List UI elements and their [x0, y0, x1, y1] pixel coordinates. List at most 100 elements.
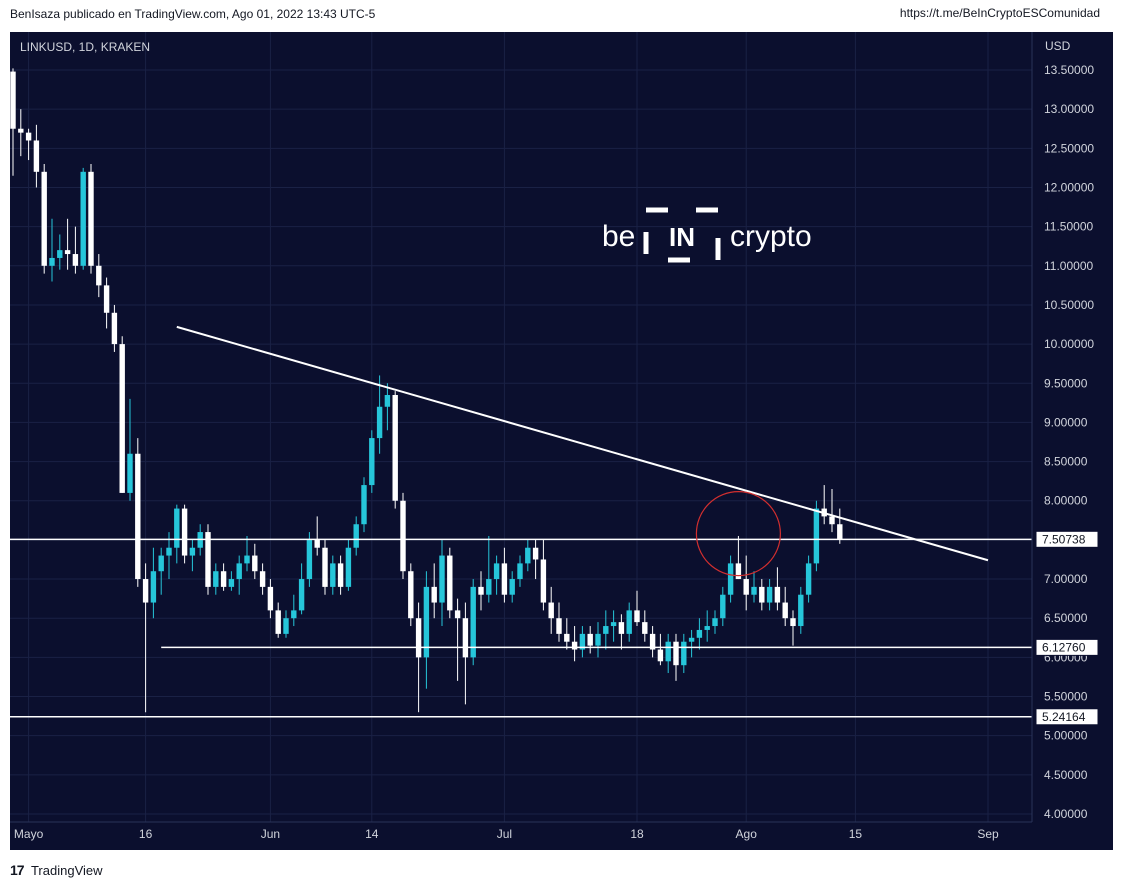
candle[interactable]	[751, 571, 757, 603]
candle[interactable]	[158, 547, 164, 595]
candle[interactable]	[314, 516, 320, 556]
candle[interactable]	[735, 535, 742, 580]
candle[interactable]	[610, 610, 617, 642]
candle[interactable]	[252, 543, 258, 580]
candle[interactable]	[712, 610, 718, 634]
candle[interactable]	[220, 563, 227, 591]
candle[interactable]	[33, 124, 40, 188]
candle[interactable]	[259, 563, 266, 595]
candle[interactable]	[579, 626, 586, 658]
candle[interactable]	[805, 555, 812, 603]
candle[interactable]	[727, 555, 734, 603]
candle[interactable]	[556, 602, 562, 642]
candle[interactable]	[798, 586, 804, 634]
candle[interactable]	[267, 579, 274, 619]
candle[interactable]	[49, 218, 55, 282]
candle[interactable]	[688, 629, 695, 658]
candle[interactable]	[657, 633, 664, 666]
candle[interactable]	[470, 579, 476, 666]
candle[interactable]	[743, 555, 749, 611]
candle[interactable]	[603, 610, 609, 650]
candle[interactable]	[774, 567, 781, 611]
candle[interactable]	[298, 563, 305, 615]
candle[interactable]	[540, 539, 547, 611]
candle[interactable]	[415, 602, 422, 713]
candle[interactable]	[454, 598, 461, 681]
candle[interactable]	[821, 485, 827, 525]
candle[interactable]	[345, 539, 352, 591]
candle[interactable]	[57, 234, 63, 270]
candle[interactable]	[376, 375, 383, 454]
candle[interactable]	[837, 508, 843, 544]
candle[interactable]	[829, 488, 835, 533]
candle[interactable]	[369, 430, 375, 493]
candle[interactable]	[486, 535, 492, 603]
candle[interactable]	[181, 504, 188, 564]
candle[interactable]	[64, 218, 71, 270]
candle[interactable]	[135, 438, 141, 587]
candle[interactable]	[361, 477, 367, 533]
candle[interactable]	[111, 304, 118, 352]
candle[interactable]	[431, 563, 437, 619]
candle[interactable]	[720, 586, 726, 627]
candle[interactable]	[595, 622, 601, 658]
community-link[interactable]: https://t.me/BeInCryptoESComunidad	[899, 6, 1100, 20]
candle[interactable]	[681, 633, 687, 674]
candle[interactable]	[525, 539, 531, 572]
candle[interactable]	[813, 500, 820, 572]
candle[interactable]	[213, 563, 219, 595]
candle[interactable]	[790, 610, 796, 646]
candle[interactable]	[330, 555, 336, 595]
candle[interactable]	[704, 610, 710, 642]
candle[interactable]	[649, 626, 656, 658]
candle[interactable]	[501, 547, 508, 603]
candle[interactable]	[18, 109, 24, 157]
candle[interactable]	[665, 633, 671, 674]
candle[interactable]	[25, 128, 32, 161]
candle[interactable]	[571, 626, 578, 662]
candle[interactable]	[41, 163, 47, 274]
candle[interactable]	[634, 590, 640, 627]
candle[interactable]	[423, 571, 430, 689]
candle[interactable]	[618, 614, 625, 650]
candle[interactable]	[673, 633, 679, 681]
candle[interactable]	[337, 555, 344, 595]
candle[interactable]	[766, 579, 773, 611]
candle[interactable]	[283, 610, 289, 638]
candle[interactable]	[517, 555, 523, 587]
candle[interactable]	[236, 555, 242, 595]
candle[interactable]	[626, 602, 632, 642]
candle[interactable]	[782, 586, 788, 627]
candle[interactable]	[306, 532, 313, 587]
candle[interactable]	[228, 571, 235, 591]
candle[interactable]	[275, 602, 281, 638]
candle[interactable]	[587, 626, 593, 654]
candle[interactable]	[509, 571, 515, 603]
candle[interactable]	[244, 535, 250, 572]
candle[interactable]	[408, 563, 414, 627]
candle[interactable]	[439, 539, 445, 627]
candle[interactable]	[400, 492, 406, 580]
candle[interactable]	[384, 383, 391, 431]
candle[interactable]	[205, 524, 211, 595]
candle[interactable]	[127, 398, 133, 501]
candle[interactable]	[150, 547, 157, 619]
candle[interactable]	[322, 539, 328, 595]
candle[interactable]	[189, 539, 196, 572]
candle[interactable]	[96, 254, 102, 298]
candle[interactable]	[493, 555, 500, 595]
candlestick-chart[interactable]: LINKUSD, 1D, KRAKEN be IN crypto 13.5000…	[10, 32, 1113, 850]
candle[interactable]	[10, 68, 16, 176]
candle[interactable]	[548, 586, 554, 634]
candle[interactable]	[532, 539, 539, 580]
candle[interactable]	[88, 163, 94, 274]
candle[interactable]	[72, 226, 79, 274]
candle[interactable]	[142, 563, 149, 713]
candle[interactable]	[478, 571, 484, 611]
candle[interactable]	[174, 504, 180, 564]
candle[interactable]	[80, 167, 86, 270]
candle[interactable]	[119, 336, 125, 493]
candle[interactable]	[353, 516, 359, 556]
candle[interactable]	[759, 579, 765, 611]
candle[interactable]	[447, 547, 453, 619]
